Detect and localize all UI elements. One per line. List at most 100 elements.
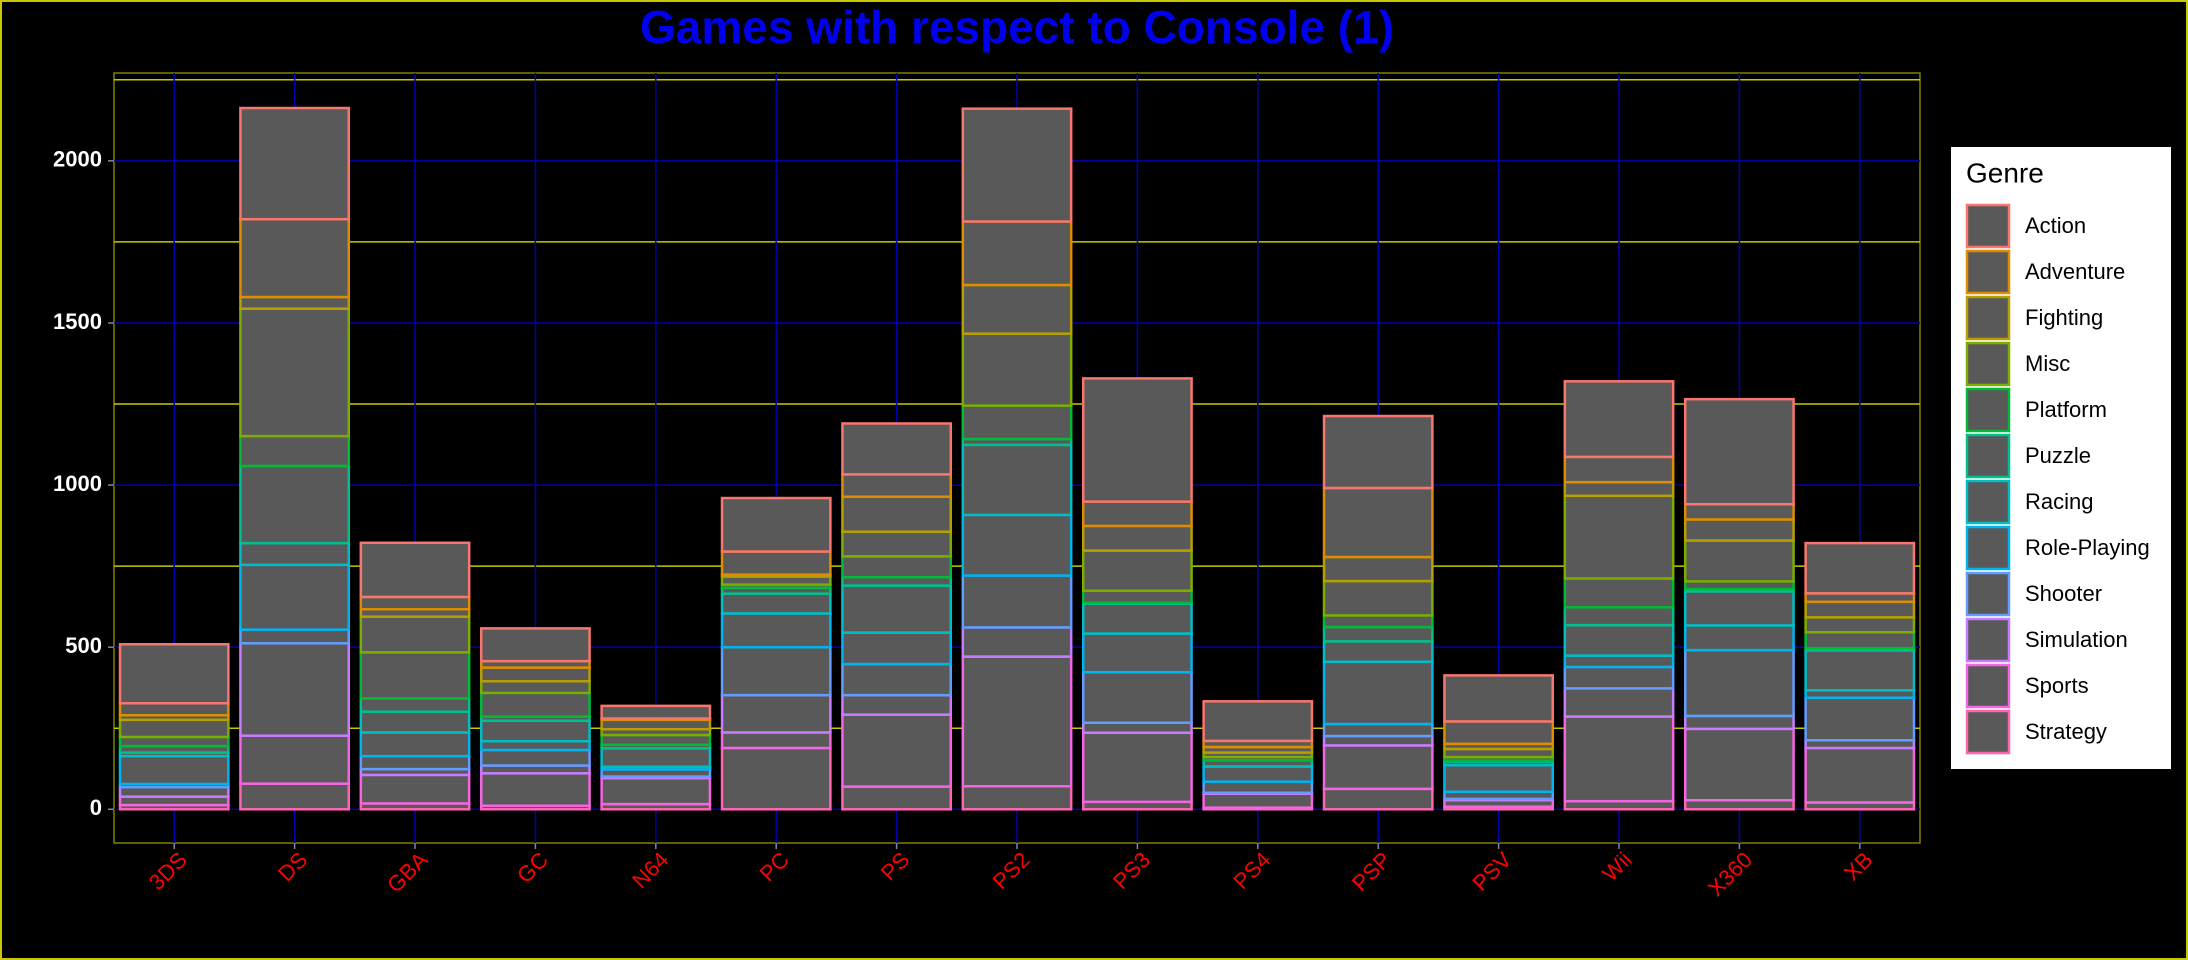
bar-segment [118, 702, 230, 717]
bar-segment [720, 550, 832, 576]
bar-segment [118, 643, 230, 705]
y-tick-label: 500 [65, 633, 102, 658]
bar-segment [1563, 715, 1675, 803]
bar-segment [841, 495, 953, 534]
bar-segment [1322, 660, 1434, 726]
bar-segment [841, 422, 953, 476]
bar-segment [1202, 780, 1314, 794]
bar-segment [479, 627, 591, 663]
bar-segment [720, 612, 832, 649]
bar-segment [479, 679, 591, 695]
legend-key [1965, 709, 2011, 755]
bar-segment [1683, 624, 1795, 652]
bar-segment [600, 718, 712, 731]
bar-segment [239, 464, 351, 545]
bar-segment [239, 106, 351, 221]
bar-segment [1683, 798, 1795, 811]
bar-segment [1322, 555, 1434, 583]
bar-segment [479, 666, 591, 683]
bar-segment [841, 555, 953, 579]
legend-label: Simulation [2025, 627, 2128, 652]
bar-segment [1081, 589, 1193, 605]
bar-segment [720, 693, 832, 734]
bar-segment [961, 574, 1073, 629]
legend-label: Adventure [2025, 259, 2125, 284]
bar-segment [600, 733, 712, 747]
bar-segment [841, 785, 953, 811]
bar-segment [239, 782, 351, 811]
bar-segment [1563, 577, 1675, 609]
bar-segment [720, 592, 832, 615]
bar-segment [1804, 631, 1916, 650]
legend-key [1965, 249, 2011, 295]
bar-segment [1563, 654, 1675, 669]
bar-segment [600, 704, 712, 720]
bar-segment [479, 748, 591, 767]
bar-segment [720, 496, 832, 553]
bar-segment [1804, 746, 1916, 804]
bar-segment [118, 718, 230, 739]
bar-segment [1322, 722, 1434, 738]
legend-key [1965, 341, 2011, 387]
bar-segment [359, 754, 471, 771]
bar-segment [359, 651, 471, 700]
bar-segment [1563, 623, 1675, 657]
bar-segment [359, 710, 471, 734]
legend-key [1965, 617, 2011, 663]
bar-segment [1081, 377, 1193, 503]
legend-label: Sports [2025, 673, 2089, 698]
bar-segment [1443, 674, 1555, 723]
bar-segment [1563, 606, 1675, 627]
bar-segment [1804, 541, 1916, 595]
bar-segment [1804, 600, 1916, 619]
bar-segment [1322, 486, 1434, 559]
bar-segment [118, 735, 230, 748]
y-tick-label: 2000 [53, 147, 102, 172]
bar-segment [1322, 625, 1434, 643]
bar-segment [359, 773, 471, 805]
bar-segment [961, 220, 1073, 287]
legend-key [1965, 203, 2011, 249]
bar-segment [1563, 455, 1675, 484]
legend-label: Shooter [2025, 581, 2102, 606]
bar-segment [961, 332, 1073, 407]
bar-segment [1081, 602, 1193, 635]
legend-label: Platform [2025, 397, 2107, 422]
legend-title: Genre [1966, 157, 2044, 188]
legend-key [1965, 525, 2011, 571]
bar-segment [961, 785, 1073, 811]
bar-segment [1683, 590, 1795, 627]
bar-segment [1683, 502, 1795, 521]
bar-segment [1081, 731, 1193, 804]
bar-segment [961, 404, 1073, 441]
bar-segment [600, 776, 712, 806]
bar-segment [1081, 524, 1193, 552]
legend-label: Misc [2025, 351, 2070, 376]
bar-segment [1683, 727, 1795, 802]
legend-label: Strategy [2025, 719, 2107, 744]
bar-segment [1563, 480, 1675, 498]
bar-segment [359, 541, 471, 599]
bar-segment [1804, 696, 1916, 742]
bar-segment [239, 307, 351, 438]
y-tick-label: 0 [90, 795, 102, 820]
bar-segment [1081, 721, 1193, 735]
bar-segment [239, 541, 351, 567]
bar-segment [841, 473, 953, 498]
bar-segment [961, 513, 1073, 577]
bar-segment [1322, 640, 1434, 664]
bar-segment [841, 575, 953, 587]
bar-segment [600, 747, 712, 769]
bar-segment [720, 645, 832, 697]
bar-segment [1202, 792, 1314, 809]
bar-segment [479, 719, 591, 743]
bar-segment [118, 785, 230, 798]
bar-segment [359, 615, 471, 654]
y-tick-label: 1500 [53, 309, 102, 334]
bar-segment [1322, 614, 1434, 629]
legend-key [1965, 479, 2011, 525]
bar-segment [1563, 687, 1675, 718]
bar-segment [1322, 744, 1434, 791]
chart-title: Games with respect to Console (1) [640, 1, 1394, 53]
bar-segment [359, 731, 471, 758]
